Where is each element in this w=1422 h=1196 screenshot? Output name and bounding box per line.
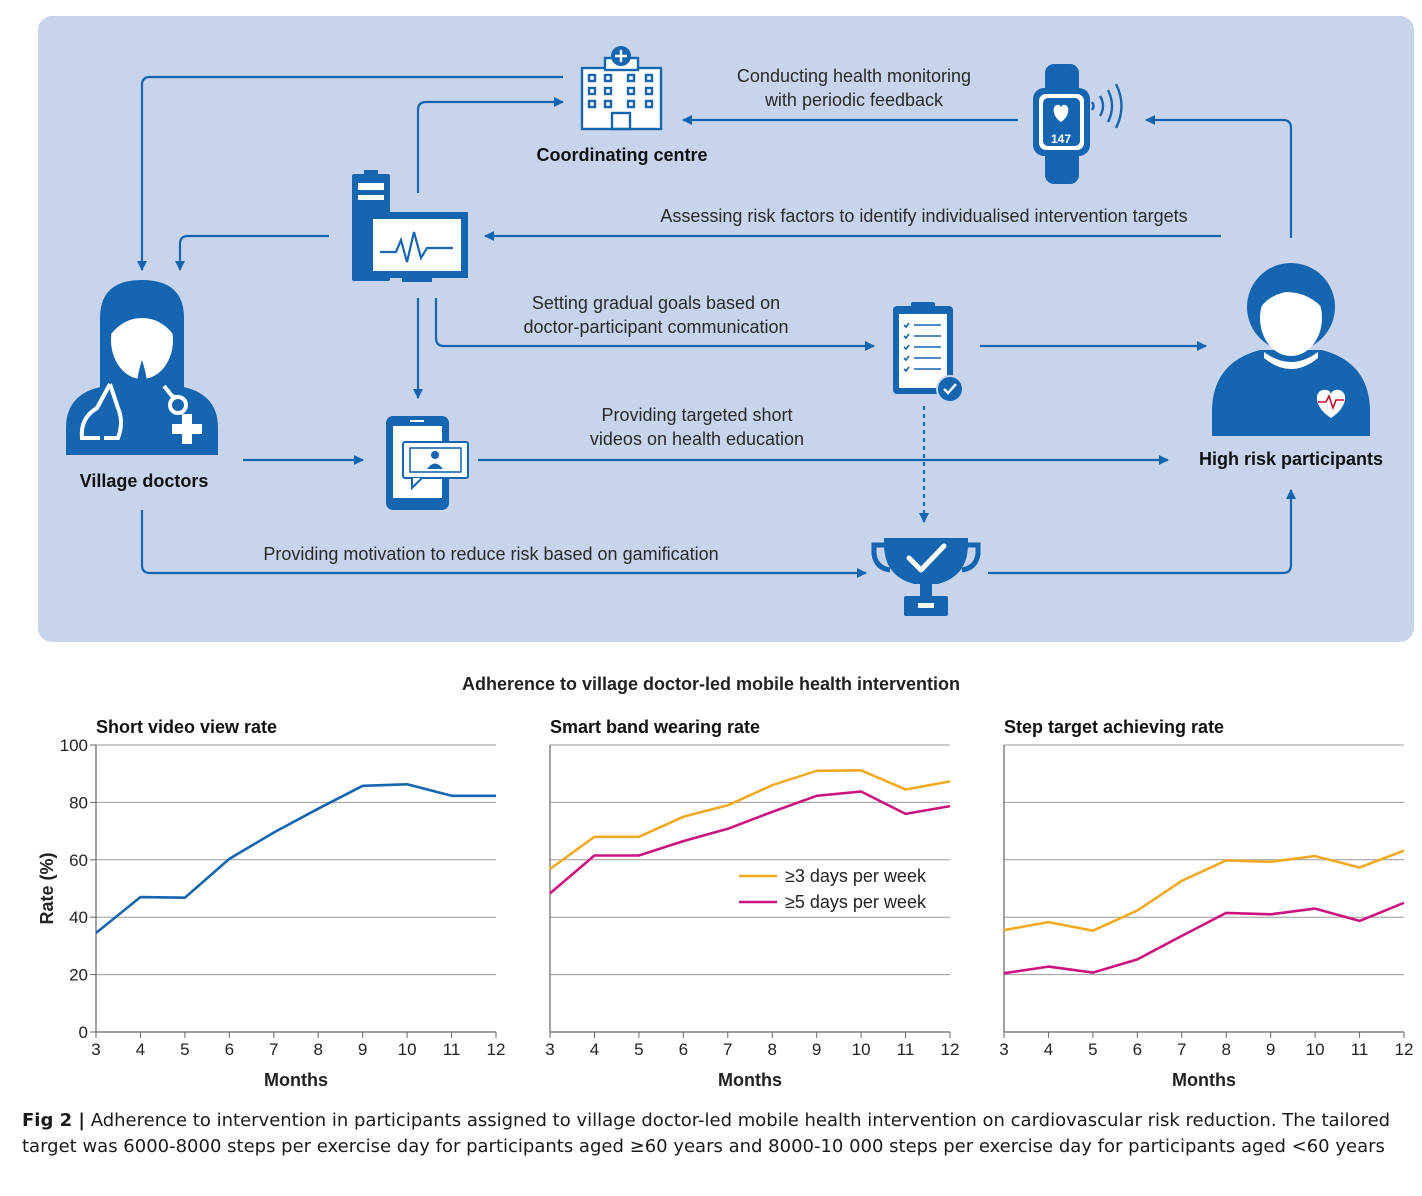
participant-icon	[1212, 263, 1370, 436]
monitoring-label-line1: Conducting health monitoring	[737, 66, 971, 86]
x-axis-label: Months	[264, 1070, 328, 1090]
x-tick-label: 4	[136, 1040, 145, 1059]
x-tick-label: 6	[1133, 1040, 1142, 1059]
y-tick-label: 0	[79, 1023, 88, 1042]
videos-label-line1: Providing targeted short	[601, 405, 792, 425]
x-tick-label: 9	[1266, 1040, 1275, 1059]
x-tick-label: 12	[941, 1040, 960, 1059]
arrow-computer-to-centre	[416, 97, 564, 193]
x-tick-label: 8	[767, 1040, 776, 1059]
x-tick-label: 5	[1088, 1040, 1097, 1059]
x-tick-label: 10	[852, 1040, 871, 1059]
chart-title: Short video view rate	[96, 717, 277, 737]
x-tick-label: 7	[723, 1040, 732, 1059]
series-line-0	[1003, 849, 1405, 932]
x-tick-label: 3	[545, 1040, 554, 1059]
y-tick-label: 80	[69, 793, 88, 812]
intervention-diagram: Coordinating centre 147	[38, 16, 1414, 642]
x-tick-label: 6	[225, 1040, 234, 1059]
x-tick-label: 10	[398, 1040, 417, 1059]
computer-icon	[352, 170, 468, 282]
x-axis-label: Months	[1172, 1070, 1236, 1090]
arrow-doctors-to-trophy	[140, 510, 867, 578]
chart-step-target-achieving-rate: Step target achieving rate 3 4 5 6 7 8 9 10 11 12 M…	[999, 717, 1414, 1090]
legend-label: ≥5 days per week	[785, 892, 927, 912]
high-risk-participants-label: High risk participants	[1199, 449, 1383, 469]
x-tick-label: 7	[1177, 1040, 1186, 1059]
x-tick-label: 12	[1395, 1040, 1414, 1059]
doctor-icon	[66, 280, 218, 455]
x-axis-label: Months	[718, 1070, 782, 1090]
goals-label-line1: Setting gradual goals based on	[532, 293, 780, 313]
y-tick-label: 40	[69, 908, 88, 927]
x-tick-label: 5	[180, 1040, 189, 1059]
goals-label-line2: doctor-participant communication	[523, 317, 788, 337]
arrow-computer-to-checklist	[434, 298, 875, 351]
figure-caption-text: Adherence to intervention in participant…	[22, 1110, 1391, 1157]
hospital-icon	[580, 46, 663, 131]
chart-smart-band-wearing-rate: Smart band wearing rate 3 4 5 6 7 8 9 10 11 12 Mont…	[545, 717, 960, 1090]
y-axis-label: Rate (%)	[37, 852, 57, 924]
flow-arrows	[137, 75, 1296, 578]
x-tick-label: 4	[1044, 1040, 1053, 1059]
videos-label-line2: videos on health education	[590, 429, 804, 449]
chart-short-video-view-rate: Short video view rate 0 20 40 60 80 100 3 4 5 6 7 8 9…	[37, 717, 506, 1090]
x-tick-label: 9	[812, 1040, 821, 1059]
x-tick-label: 7	[269, 1040, 278, 1059]
arrow-trophy-to-participants	[988, 489, 1296, 575]
tablet-video-icon	[386, 416, 469, 510]
series-line-1	[1003, 901, 1405, 975]
series-line-0	[95, 783, 496, 935]
x-tick-label: 3	[91, 1040, 100, 1059]
chart-title: Step target achieving rate	[1004, 717, 1224, 737]
figure-caption: Fig 2 | Adherence to intervention in par…	[22, 1108, 1407, 1160]
x-tick-label: 6	[679, 1040, 688, 1059]
arrow-computer-to-doctors	[175, 234, 329, 271]
x-tick-label: 4	[590, 1040, 599, 1059]
y-tick-label: 20	[69, 966, 88, 985]
smartwatch-icon: 147	[1033, 64, 1123, 184]
x-tick-label: 11	[443, 1040, 461, 1059]
village-doctors-label: Village doctors	[80, 471, 209, 491]
x-tick-label: 5	[634, 1040, 643, 1059]
series-line-1	[549, 790, 951, 895]
y-tick-label: 60	[69, 851, 88, 870]
assessing-label: Assessing risk factors to identify indiv…	[660, 206, 1187, 226]
x-tick-label: 12	[487, 1040, 506, 1059]
figure-label: Fig 2 |	[22, 1110, 85, 1131]
y-tick-label: 100	[60, 736, 88, 755]
chart-title: Smart band wearing rate	[550, 717, 760, 737]
motivation-label: Providing motivation to reduce risk base…	[263, 544, 718, 564]
arrow-participants-to-watch	[1145, 115, 1293, 238]
trophy-icon	[871, 538, 981, 616]
heart-rate-value: 147	[1051, 132, 1071, 146]
legend-label: ≥3 days per week	[785, 866, 927, 886]
x-tick-label: 11	[897, 1040, 915, 1059]
x-tick-label: 11	[1351, 1040, 1369, 1059]
x-tick-label: 8	[1221, 1040, 1230, 1059]
arrow-centre-to-doctors	[137, 75, 563, 271]
x-tick-label: 3	[999, 1040, 1008, 1059]
series-line-0	[549, 769, 951, 871]
coordinating-centre-label: Coordinating centre	[536, 145, 707, 165]
checklist-icon	[893, 302, 964, 403]
x-tick-label: 10	[1306, 1040, 1325, 1059]
monitoring-label-line2: with periodic feedback	[764, 90, 944, 110]
x-tick-label: 9	[358, 1040, 367, 1059]
x-tick-label: 8	[313, 1040, 322, 1059]
charts-title: Adherence to village doctor-led mobile h…	[461, 674, 961, 694]
